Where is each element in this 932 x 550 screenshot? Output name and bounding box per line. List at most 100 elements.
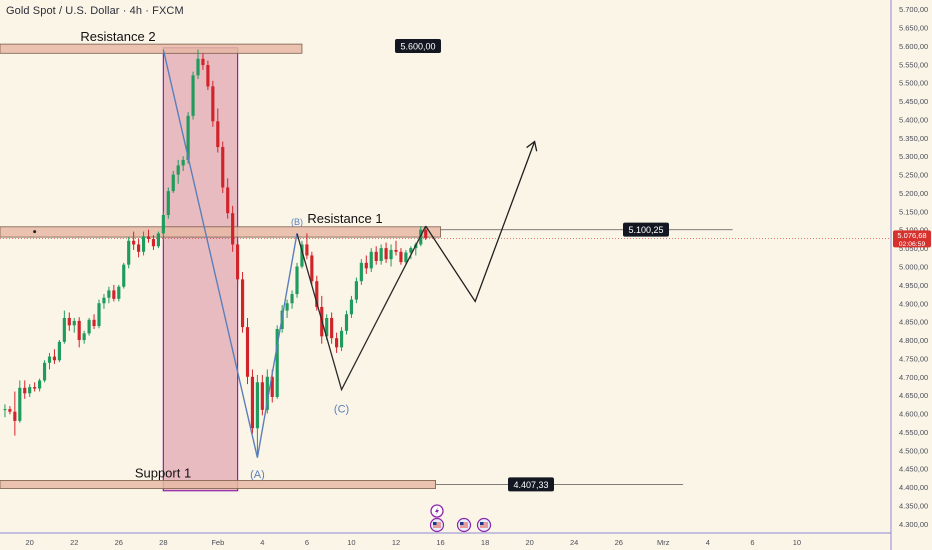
candle-body xyxy=(13,411,17,421)
candle-body xyxy=(290,294,294,304)
candle-body xyxy=(374,251,378,261)
candle-body xyxy=(404,252,408,263)
candle-body xyxy=(335,338,339,348)
zone-label-1: Resistance 2 xyxy=(80,29,155,44)
y-tick-label: 4.600,00 xyxy=(899,410,928,419)
candle-body xyxy=(201,58,205,66)
candle-body xyxy=(250,376,255,429)
y-tick-label: 5.450,00 xyxy=(899,97,928,106)
candle-body xyxy=(344,314,349,331)
symbol-title: Gold Spot / U.S. Dollar · 4h · FXCM xyxy=(6,5,184,17)
candle-body xyxy=(339,330,344,348)
candle-body xyxy=(186,115,190,160)
price-tag-bg-3 xyxy=(508,477,554,492)
candle-body xyxy=(325,317,329,337)
price-tag-bg-1 xyxy=(395,38,441,53)
wave-label-c: (C) xyxy=(334,404,349,416)
x-tick-label: 10 xyxy=(793,538,801,547)
candle-body xyxy=(77,320,81,341)
us-flag-canton xyxy=(480,522,484,525)
candle-body xyxy=(23,387,27,394)
y-tick-label: 5.400,00 xyxy=(899,115,928,124)
candle-body xyxy=(260,382,264,410)
y-tick-label: 5.150,00 xyxy=(899,207,928,216)
zone-1 xyxy=(0,43,303,54)
candle-body xyxy=(330,317,334,339)
anchor-dot xyxy=(33,230,37,234)
y-tick-label: 4.300,00 xyxy=(899,520,928,529)
y-tick-label: 5.250,00 xyxy=(899,171,928,180)
candle-body xyxy=(305,244,309,256)
y-tick-label: 5.550,00 xyxy=(899,60,928,69)
zone-label-2: Resistance 1 xyxy=(307,211,382,226)
candle-body xyxy=(315,281,319,307)
candle-body xyxy=(191,75,195,116)
candle-body xyxy=(151,238,156,247)
candle-body xyxy=(245,327,250,377)
x-tick-label: 10 xyxy=(347,538,355,547)
y-tick-label: 4.950,00 xyxy=(899,281,928,290)
y-tick-label: 4.650,00 xyxy=(899,391,928,400)
candle-body xyxy=(82,333,86,341)
candle-body xyxy=(176,165,180,175)
candle-body xyxy=(107,290,111,298)
candle-body xyxy=(87,319,91,334)
candle-body xyxy=(424,229,428,239)
candle-body xyxy=(161,215,165,234)
candle-body xyxy=(364,262,368,269)
candle-body xyxy=(62,317,66,342)
x-tick-label: 26 xyxy=(615,538,623,547)
y-tick-label: 4.350,00 xyxy=(899,501,928,510)
y-tick-label: 5.650,00 xyxy=(899,24,928,33)
candle-body xyxy=(42,362,47,381)
y-tick-label: 4.900,00 xyxy=(899,299,928,308)
candle-body xyxy=(33,387,37,389)
candle-body xyxy=(52,356,57,361)
candle-body xyxy=(3,409,7,411)
candle-body xyxy=(92,319,96,327)
highlight-range-box xyxy=(162,47,239,492)
wave-line-abc xyxy=(162,49,298,458)
y-tick-label: 5.200,00 xyxy=(899,189,928,198)
wave-label-a: (A) xyxy=(250,469,265,481)
candle-body xyxy=(102,297,106,304)
candle-body xyxy=(122,264,126,287)
candle-body xyxy=(389,249,393,260)
candle-body xyxy=(47,356,52,363)
candle-body xyxy=(275,328,279,397)
candle-body xyxy=(112,290,116,299)
y-tick-label: 5.350,00 xyxy=(899,134,928,143)
candle-body xyxy=(270,376,274,397)
y-tick-label: 5.050,00 xyxy=(899,244,928,253)
candle-body xyxy=(18,387,22,421)
x-tick-label: Mrz xyxy=(657,538,670,547)
current-price-tag-bg xyxy=(893,230,931,248)
candle-body xyxy=(310,255,314,282)
candle-body xyxy=(394,249,398,252)
x-tick-label: 4 xyxy=(706,538,710,547)
candle-body xyxy=(409,248,413,253)
x-tick-label: 24 xyxy=(570,538,578,547)
x-tick-label: 12 xyxy=(392,538,400,547)
candle-body xyxy=(57,341,61,361)
y-tick-label: 5.100,00 xyxy=(899,226,928,235)
x-tick-label: 18 xyxy=(481,538,489,547)
candle-body xyxy=(8,409,12,412)
x-tick-label: 22 xyxy=(70,538,78,547)
candle-body xyxy=(216,121,220,148)
x-tick-label: 6 xyxy=(305,538,309,547)
y-tick-label: 4.550,00 xyxy=(899,428,928,437)
x-tick-label: 16 xyxy=(436,538,444,547)
candle-body xyxy=(285,303,289,311)
candle-body xyxy=(384,248,388,260)
y-tick-label: 5.000,00 xyxy=(899,263,928,272)
projection-path xyxy=(425,141,536,303)
candle-body xyxy=(231,213,235,245)
y-tick-label: 4.400,00 xyxy=(899,483,928,492)
candle-body xyxy=(171,174,175,192)
candle-body xyxy=(354,281,358,300)
y-tick-label: 5.600,00 xyxy=(899,42,928,51)
x-tick-label: 6 xyxy=(750,538,754,547)
